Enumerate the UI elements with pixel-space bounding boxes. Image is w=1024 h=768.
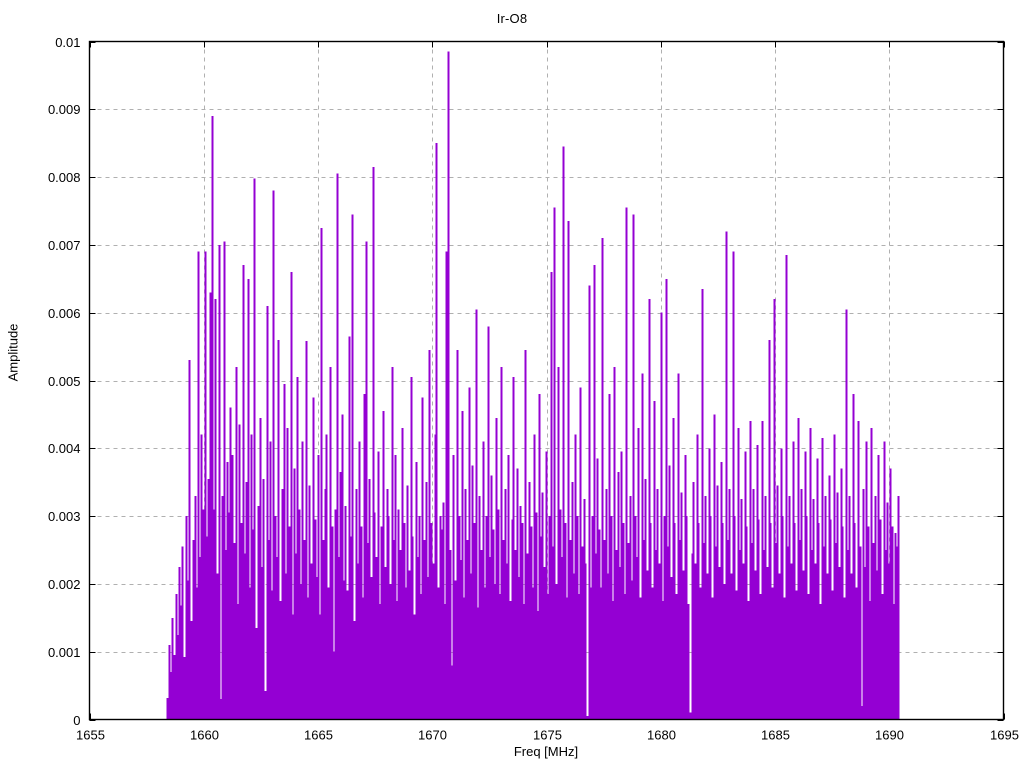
svg-text:1690: 1690 bbox=[875, 728, 904, 743]
svg-text:0: 0 bbox=[73, 713, 80, 728]
svg-text:0.001: 0.001 bbox=[48, 645, 81, 660]
svg-text:0.007: 0.007 bbox=[48, 238, 81, 253]
chart-title: Ir-O8 bbox=[496, 11, 528, 26]
svg-text:0.006: 0.006 bbox=[48, 306, 81, 321]
svg-text:0.01: 0.01 bbox=[55, 35, 80, 50]
svg-text:1695: 1695 bbox=[990, 728, 1019, 743]
svg-text:0.005: 0.005 bbox=[48, 374, 81, 389]
data-series-impulses bbox=[166, 51, 900, 720]
svg-text:1680: 1680 bbox=[647, 728, 676, 743]
svg-text:0.004: 0.004 bbox=[48, 441, 81, 456]
x-axis-title: Freq [MHz] bbox=[513, 744, 579, 759]
svg-text:1685: 1685 bbox=[761, 728, 790, 743]
y-tick-labels: 0 0.001 0.002 0.003 0.004 0.005 0.006 0.007 0.00… bbox=[48, 35, 81, 728]
svg-text:1675: 1675 bbox=[533, 728, 562, 743]
x-tick-labels: 1655 1660 1665 1670 1675 1680 1685 1690 1695 bbox=[76, 728, 1019, 743]
plot-border bbox=[88, 40, 1005, 721]
svg-text:1660: 1660 bbox=[190, 728, 219, 743]
svg-text:0.009: 0.009 bbox=[48, 102, 81, 117]
svg-text:0.002: 0.002 bbox=[48, 577, 81, 592]
svg-text:1655: 1655 bbox=[76, 728, 105, 743]
svg-text:0.003: 0.003 bbox=[48, 509, 81, 524]
svg-text:0.008: 0.008 bbox=[48, 170, 81, 185]
svg-text:1665: 1665 bbox=[304, 728, 333, 743]
svg-text:1670: 1670 bbox=[418, 728, 447, 743]
tick-marks bbox=[89, 41, 1005, 721]
